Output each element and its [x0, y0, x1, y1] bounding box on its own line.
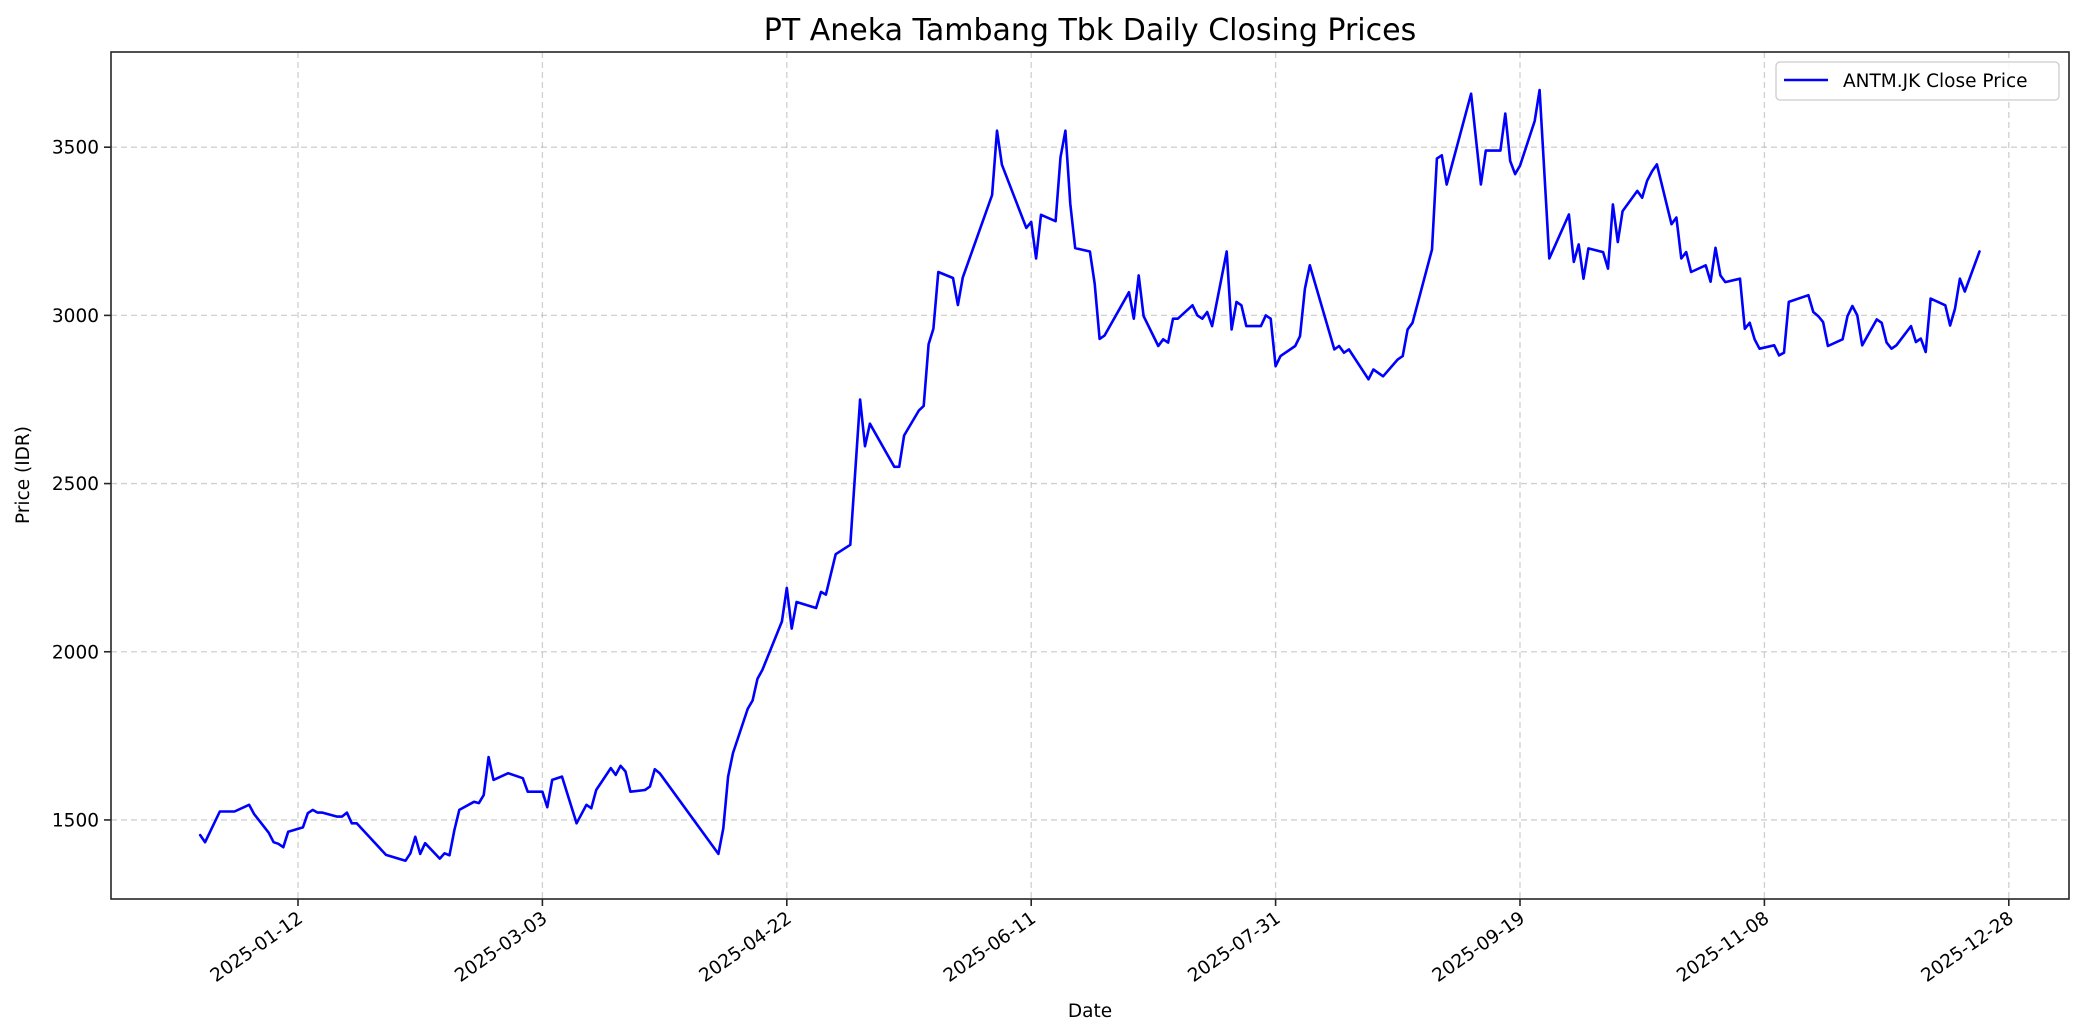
- y-tick-label: 3500: [52, 138, 99, 159]
- y-tick-label: 2500: [52, 474, 99, 495]
- x-tick-label: 2025-03-03: [451, 908, 551, 987]
- x-tick-label: 2025-01-12: [207, 908, 307, 987]
- legend: ANTM.JK Close Price: [1775, 61, 2060, 101]
- x-tick-label: 2025-11-08: [1673, 908, 1773, 987]
- close-price-line: [198, 88, 1981, 863]
- y-tick-label: 2000: [52, 642, 99, 663]
- x-tick-label: 2025-04-22: [696, 908, 796, 987]
- y-axis-ticks: 1500 2000 2500 3000 3500: [52, 138, 111, 831]
- x-axis-label: Date: [1068, 1001, 1112, 1022]
- y-tick-label: 1500: [52, 810, 99, 831]
- data-series: [198, 88, 1981, 863]
- grid-lines: [111, 52, 2069, 899]
- x-tick-label: 2025-09-19: [1429, 908, 1529, 987]
- legend-label: ANTM.JK Close Price: [1843, 71, 2028, 92]
- x-tick-label: 2025-12-28: [1918, 908, 2018, 987]
- y-tick-label: 3000: [52, 306, 99, 327]
- legend-box: [1775, 61, 2060, 101]
- x-tick-label: 2025-06-11: [940, 908, 1040, 987]
- plot-frame: [110, 51, 2070, 900]
- chart-title: PT Aneka Tambang Tbk Daily Closing Price…: [764, 13, 1416, 48]
- x-axis-ticks: 2025-01-12 2025-03-03 2025-04-22 2025-06-11…: [207, 899, 2018, 987]
- y-axis-label: Price (IDR): [13, 426, 34, 524]
- x-tick-label: 2025-07-31: [1184, 908, 1284, 987]
